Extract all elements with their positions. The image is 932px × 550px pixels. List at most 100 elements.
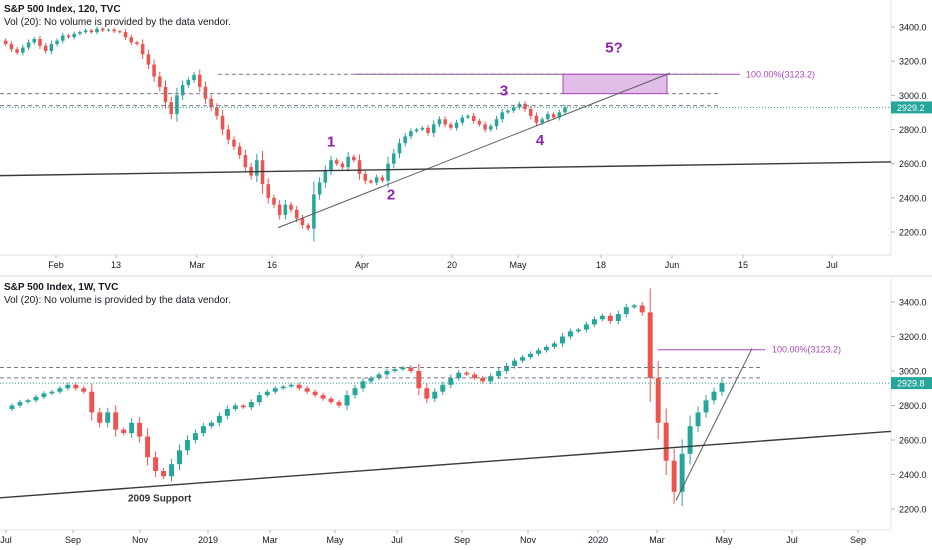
x-tick-label: Jul: [826, 260, 838, 270]
candle-body: [352, 156, 356, 161]
candle-body: [272, 197, 276, 205]
candle-body: [392, 153, 396, 164]
candle-body: [255, 160, 259, 176]
candle-body: [3, 40, 8, 45]
candle-body: [175, 95, 179, 115]
candle-body: [500, 112, 504, 120]
candle-body: [200, 426, 206, 434]
candle-body: [17, 402, 23, 406]
candle-body: [432, 391, 438, 399]
target-label: 100.00%(3123.2): [746, 69, 815, 79]
bottom-volume-note: Vol (20): No volume is provided by the d…: [4, 295, 231, 306]
candle-body: [306, 225, 310, 229]
candle-body: [460, 117, 465, 123]
candle-body: [386, 163, 390, 181]
x-tick-label: Jul: [391, 535, 403, 545]
candle-body: [719, 383, 725, 392]
candle-body: [312, 391, 318, 396]
x-tick-label: 15: [738, 260, 748, 270]
candle-body: [15, 49, 19, 53]
x-tick-label: Mar: [649, 535, 665, 545]
candle-body: [216, 415, 222, 423]
candle-body: [237, 146, 242, 156]
last-price-tag: [891, 377, 932, 390]
candle-body: [615, 314, 621, 321]
candle-body: [209, 98, 213, 108]
x-tick-label: Jul: [786, 535, 798, 545]
last-price-tag: [891, 101, 932, 114]
y-tick-label: 2200.0: [899, 228, 927, 238]
candle-body: [81, 388, 87, 392]
y-tick-label: 3400.0: [899, 23, 927, 33]
candle-body: [489, 126, 493, 130]
candle-body: [49, 44, 54, 51]
x-tick-label: Mar: [189, 260, 205, 270]
candle-body: [41, 393, 47, 397]
candle-body: [192, 433, 198, 440]
candle-body: [477, 120, 482, 125]
bottom-panel: 3400.0 3200.0 3000.0 2800.0 2600.0 2400.0 2200…: [0, 278, 932, 545]
candle-body: [26, 42, 31, 48]
candle-body: [289, 204, 293, 210]
candle-body: [317, 182, 322, 195]
candle-body: [32, 38, 37, 43]
candle-body: [294, 209, 299, 219]
candle-body: [523, 103, 527, 109]
x-tick-label: 2019: [198, 535, 218, 545]
candle-body: [78, 32, 82, 34]
candle-body: [304, 388, 310, 392]
candle-body: [72, 33, 76, 38]
candle-body: [546, 114, 550, 120]
x-tick-label: May: [509, 260, 527, 270]
candle-body: [639, 305, 645, 313]
candle-body: [360, 381, 366, 389]
candle-body: [226, 129, 231, 140]
candle-body: [711, 391, 717, 401]
candle-body: [105, 412, 111, 423]
x-tick-label: Nov: [132, 535, 149, 545]
candle-body: [215, 107, 219, 116]
candle-body: [528, 109, 533, 116]
candles: [3, 26, 567, 242]
candle-body: [123, 32, 128, 38]
candle-body: [89, 391, 95, 413]
candle-body: [363, 173, 368, 181]
candles: [9, 288, 725, 507]
candle-body: [65, 384, 71, 389]
y-tick-label: 2600.0: [899, 159, 927, 169]
candle-body: [300, 218, 305, 226]
bottom-title: S&P 500 Index, 1W, TVC: [4, 282, 119, 293]
candle-body: [536, 350, 541, 354]
x-tick-label: 13: [111, 260, 121, 270]
candle-body: [163, 86, 168, 103]
candle-body: [563, 107, 567, 113]
candle-body: [320, 395, 326, 399]
top-title: S&P 500 Index, 120, TVC: [4, 4, 121, 15]
candle-body: [408, 367, 414, 371]
candle-body: [280, 386, 286, 389]
candle-body: [392, 369, 398, 371]
candle-body: [623, 307, 629, 315]
x-tick-label: Jul: [0, 535, 12, 545]
candle-body: [346, 156, 350, 168]
candle-body: [49, 391, 55, 394]
candle-body: [631, 305, 637, 308]
candle-body: [296, 384, 302, 389]
candle-body: [97, 412, 103, 423]
candle-body: [121, 429, 127, 434]
candle-body: [329, 160, 333, 171]
x-tick-label: Apr: [355, 260, 369, 270]
wave-label: 4: [536, 132, 545, 149]
candle-body: [400, 367, 406, 370]
candle-body: [118, 31, 122, 33]
candle-body: [256, 395, 262, 403]
x-tick-label: Sep: [65, 535, 81, 545]
candle-body: [220, 115, 225, 130]
candle-body: [557, 112, 562, 118]
x-tick-label: 2020: [588, 535, 608, 545]
top-volume-note: Vol (20): No volume is provided by the d…: [4, 17, 231, 28]
last-price-label: 2929.2: [897, 103, 925, 113]
rising-trendline: [675, 348, 753, 501]
